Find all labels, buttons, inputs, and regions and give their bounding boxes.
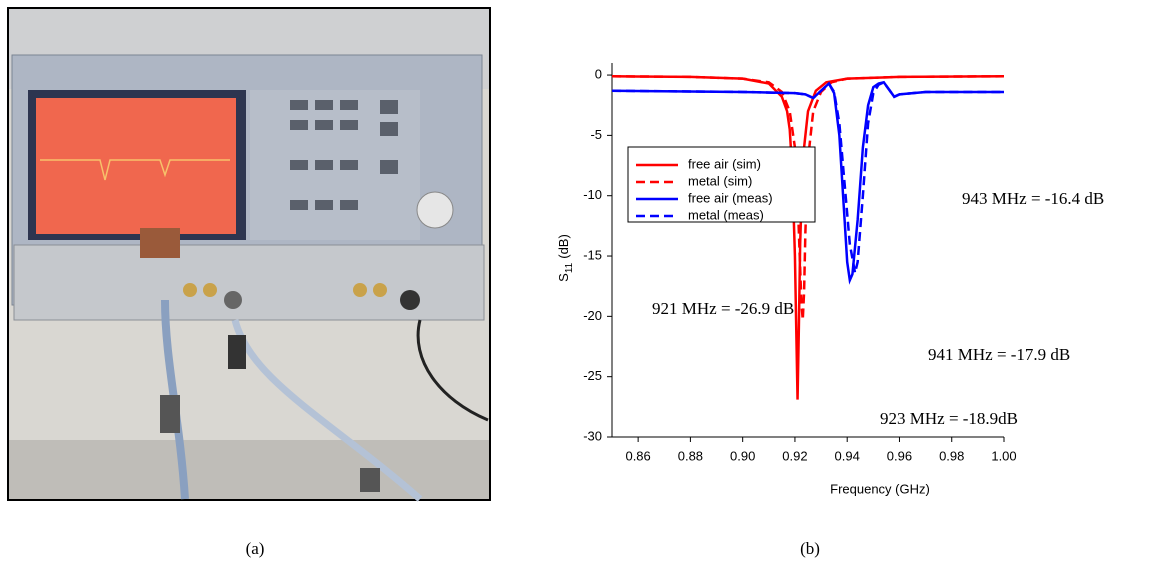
annotation: 941 MHz = -17.9 dB bbox=[928, 345, 1070, 364]
annotation: 921 MHz = -26.9 dB bbox=[652, 299, 794, 318]
y-tick-label: -25 bbox=[583, 368, 602, 383]
annotation: 923 MHz = -18.9dB bbox=[880, 409, 1018, 428]
y-tick-label: -15 bbox=[583, 247, 602, 262]
x-tick-label: 0.88 bbox=[678, 448, 703, 463]
legend-box bbox=[627, 146, 816, 223]
legend-label: metal (sim) bbox=[688, 173, 752, 188]
series-line bbox=[611, 75, 1005, 400]
x-tick-label: 0.98 bbox=[939, 448, 964, 463]
x-tick-label: 1.00 bbox=[991, 448, 1016, 463]
y-tick-label: -20 bbox=[583, 308, 602, 323]
x-tick-label: 0.96 bbox=[887, 448, 912, 463]
y-tick-label: -10 bbox=[583, 187, 602, 202]
y-label-unit: (dB) bbox=[556, 234, 571, 259]
y-tick-label: -30 bbox=[583, 428, 602, 443]
x-tick-label: 0.92 bbox=[782, 448, 807, 463]
photo bbox=[7, 7, 491, 502]
caption: (a) bbox=[246, 539, 265, 558]
legend-label: free air (sim) bbox=[688, 156, 761, 171]
x-tick-label: 0.90 bbox=[730, 448, 755, 463]
x-tick-label: 0.94 bbox=[835, 448, 860, 463]
legend-label: metal (meas) bbox=[688, 207, 764, 222]
annotation: 943 MHz = -16.4 dB bbox=[962, 189, 1104, 208]
y-label-main: S bbox=[556, 273, 571, 282]
y-tick-label: -5 bbox=[590, 127, 602, 142]
y-label-sub: 11 bbox=[564, 262, 575, 273]
x-axis-label: Frequency (GHz) bbox=[830, 481, 930, 496]
caption: (b) bbox=[800, 539, 820, 558]
series-line bbox=[611, 80, 1004, 274]
legend-label: free air (meas) bbox=[688, 190, 773, 205]
x-tick-label: 0.86 bbox=[625, 448, 650, 463]
y-tick-label: 0 bbox=[595, 67, 602, 82]
y-axis-label: S11 (dB) bbox=[556, 234, 574, 282]
